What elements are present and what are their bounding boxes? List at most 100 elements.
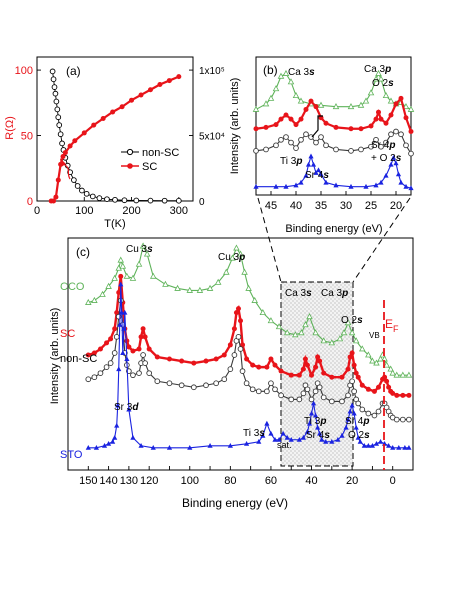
b-cco-data-point xyxy=(267,94,275,101)
b-sc-data-point xyxy=(403,115,409,121)
non-sc-data-point xyxy=(121,197,128,204)
c-sto-data-point xyxy=(339,432,345,438)
c-non-sc-series-line xyxy=(88,300,409,421)
sc-data-point xyxy=(81,130,87,136)
b-label-sr4p: Sr 4p xyxy=(371,140,395,151)
c-sto-data-point xyxy=(130,434,136,440)
c-sto-data-point xyxy=(110,438,116,444)
c-sc-data-point xyxy=(130,348,136,354)
c-sc-data-point xyxy=(339,374,345,380)
c-non-sc-data-point xyxy=(111,350,118,356)
non-sc-data-point xyxy=(175,197,182,204)
c-sto-data-point xyxy=(243,440,250,446)
y2-tick-label: 5x10⁴ xyxy=(199,132,225,143)
c-label-ca3s: Ca 3s xyxy=(285,288,312,299)
non-sc-data-point xyxy=(54,106,61,113)
c-sc-data-point xyxy=(97,346,103,352)
panel-a: 0 100 200 300 0 50 100 0 5x10⁴ 1x10⁵ (a) R(Ω) T(K… xyxy=(4,56,225,230)
b-sto-data-point xyxy=(408,185,414,191)
b-sc-data-point xyxy=(393,101,399,107)
c-cco-data-point xyxy=(139,242,147,249)
c-sc-data-point xyxy=(365,386,371,392)
c-sto-data-point xyxy=(276,436,282,442)
c-sc-data-point xyxy=(154,354,160,360)
c-sc-data-point xyxy=(124,338,130,344)
c-sto-data-point xyxy=(357,438,363,444)
c-sto-data-point xyxy=(93,445,100,450)
b-cco-data-point xyxy=(375,69,382,76)
sc-data-point xyxy=(129,97,135,103)
panel-b-label: (b) xyxy=(263,63,278,77)
c-sto-data-point xyxy=(187,445,193,450)
b-sto-data-point xyxy=(395,171,402,177)
b-sc-data-point xyxy=(293,122,299,128)
c-non-sc-data-point xyxy=(339,398,345,405)
c-sto-data-point xyxy=(124,356,130,362)
b-non-sc-data-point xyxy=(388,131,394,138)
c-sto-data-point xyxy=(112,434,118,440)
non-sc-data-point xyxy=(56,122,63,128)
x-tick-label: 120 xyxy=(140,475,158,487)
b-non-sc-data-point xyxy=(393,128,399,135)
c-curve-label-cco: CCO xyxy=(60,281,85,293)
b-sto-data-point xyxy=(348,183,354,189)
b-cco-data-point xyxy=(357,101,365,108)
c-non-sc-data-point xyxy=(249,386,256,393)
c-label-sat: sat. xyxy=(277,440,292,450)
b-sto-data-point xyxy=(310,161,317,167)
c-sc-data-point xyxy=(351,362,357,368)
c-sc-data-point xyxy=(264,364,270,370)
c-curve-label-sto: STO xyxy=(60,449,83,461)
sc-data-point xyxy=(176,74,182,80)
c-sc-data-point xyxy=(138,334,144,340)
c-sto-data-point xyxy=(117,321,123,327)
c-sc-data-point xyxy=(240,342,246,348)
x-tick-label: 130 xyxy=(120,475,138,487)
b-sc-data-point xyxy=(303,106,309,112)
c-sto-data-point xyxy=(390,445,396,450)
c-sc-data-point xyxy=(244,356,250,362)
non-sc-data-point xyxy=(59,140,65,147)
b-non-sc-data-point xyxy=(293,145,299,151)
c-sc-data-point xyxy=(238,318,243,324)
b-non-sc-data-point xyxy=(378,143,384,150)
c-sto-data-point xyxy=(308,410,315,416)
c-sc-data-point xyxy=(268,356,274,362)
b-sc-data-point xyxy=(283,112,289,118)
c-sto-data-point xyxy=(105,440,112,446)
panel-a-legend: non-SC SC xyxy=(121,147,179,173)
x-tick-label: 200 xyxy=(122,205,140,217)
x-tick-label: 140 xyxy=(99,475,117,487)
c-cco-data-point xyxy=(405,371,413,378)
b-non-sc-data-point xyxy=(313,139,319,146)
sc-data-point xyxy=(60,153,66,159)
c-sc-data-point xyxy=(353,370,359,376)
c-cco-data-point xyxy=(267,317,275,324)
non-sc-data-point xyxy=(83,190,90,197)
c-non-sc-data-point xyxy=(237,346,244,352)
x-tick-label: 30 xyxy=(340,200,352,212)
b-cco-data-point xyxy=(332,103,340,110)
c-non-sc-data-point xyxy=(278,392,284,399)
c-cco-data-point xyxy=(302,321,309,328)
c-sc-data-point xyxy=(118,273,124,279)
c-curve-label-sc: SC xyxy=(60,328,75,340)
b-cco-data-point xyxy=(317,101,325,108)
b-label-plus-o2s: + O 2s xyxy=(371,153,402,164)
b-sto-data-point xyxy=(333,182,339,188)
c-label-ti3s: Ti 3s xyxy=(243,428,265,439)
c-non-sc-data-point xyxy=(264,388,270,395)
c-non-sc-data-point xyxy=(239,368,246,374)
sc-data-point xyxy=(67,143,73,149)
c-sto-data-point xyxy=(349,402,355,408)
c-non-sc-data-point xyxy=(235,334,242,340)
c-sc-data-point xyxy=(288,372,294,378)
c-label-o2s-bot: O 2s xyxy=(348,430,370,441)
c-sc-data-point xyxy=(300,366,306,372)
c-sc-data-point xyxy=(313,364,319,370)
non-sc-data-point xyxy=(51,84,58,90)
c-sc-data-point xyxy=(235,306,241,312)
panel-a-x-label: T(K) xyxy=(104,218,125,230)
sc-data-point xyxy=(147,87,153,93)
